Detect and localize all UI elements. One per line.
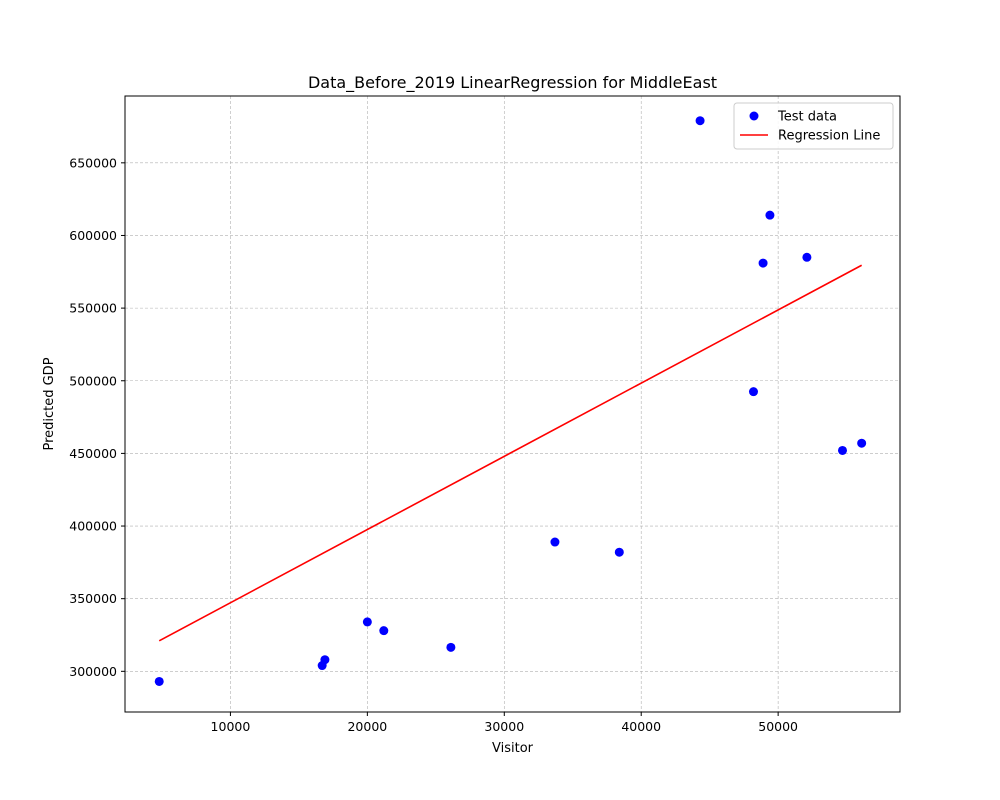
x-tick-label: 10000 xyxy=(211,719,251,734)
y-tick-label: 500000 xyxy=(69,373,117,388)
chart-title: Data_Before_2019 LinearRegression for Mi… xyxy=(308,73,717,93)
legend-box xyxy=(733,102,894,150)
test-data-point xyxy=(837,445,847,455)
test-data-point xyxy=(802,252,812,262)
test-data-point xyxy=(362,617,372,627)
x-axis-ticks: 10000 20000 30000 40000 50000 xyxy=(211,712,798,734)
x-tick-label: 30000 xyxy=(484,719,524,734)
test-data-point xyxy=(695,116,705,126)
y-tick-label: 300000 xyxy=(69,664,117,679)
scatter-points xyxy=(154,116,867,686)
regression-line xyxy=(158,264,863,642)
y-tick-label: 400000 xyxy=(69,519,117,534)
x-tick-label: 40000 xyxy=(621,719,661,734)
test-data-point xyxy=(550,537,560,547)
test-data-point xyxy=(379,626,389,636)
y-axis-label: Predicted GDP xyxy=(42,357,57,450)
legend-marker-test-data xyxy=(749,111,759,121)
test-data-point xyxy=(748,387,758,397)
y-tick-label: 450000 xyxy=(69,446,117,461)
x-tick-label: 20000 xyxy=(347,719,387,734)
regression-line-layer xyxy=(158,264,863,642)
y-tick-label: 600000 xyxy=(69,228,117,243)
y-axis-ticks: 300000 350000 400000 450000 500000 550000 6000… xyxy=(69,155,125,679)
x-tick-label: 50000 xyxy=(758,719,798,734)
legend-label-test-data: Test data xyxy=(777,110,837,125)
test-data-point xyxy=(614,547,624,557)
test-data-point xyxy=(154,676,164,686)
grid xyxy=(125,96,900,712)
y-tick-label: 350000 xyxy=(69,591,117,606)
test-data-point xyxy=(765,210,775,220)
legend: Test data Regression Line xyxy=(733,102,894,150)
plot-area-frame xyxy=(124,95,901,713)
test-data-point xyxy=(857,438,867,448)
test-data-point xyxy=(758,258,768,268)
test-data-point xyxy=(320,655,330,665)
x-axis-label: Visitor xyxy=(492,741,534,756)
y-tick-label: 650000 xyxy=(69,155,117,170)
test-data-point xyxy=(446,642,456,652)
legend-label-regression-line: Regression Line xyxy=(778,129,880,144)
y-tick-label: 550000 xyxy=(69,301,117,316)
